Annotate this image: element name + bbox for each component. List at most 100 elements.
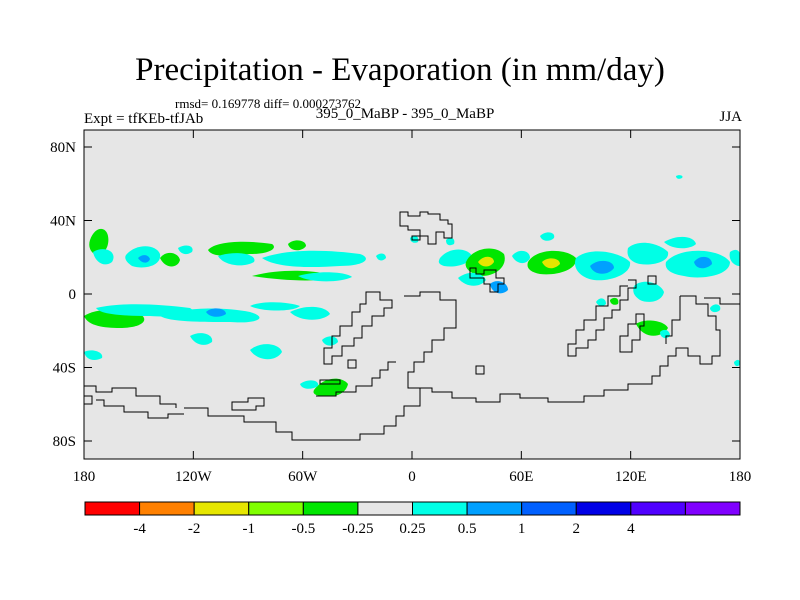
anomaly-blob — [542, 258, 560, 269]
colorbar-label: -1 — [243, 521, 256, 537]
stats-label: rmsd= 0.169778 diff= 0.000273762 — [175, 96, 361, 111]
coastline — [96, 399, 184, 419]
colorbar-label: -0.5 — [291, 521, 315, 537]
colorbar-swatch — [84, 501, 141, 516]
colorbar-swatch — [575, 501, 632, 516]
coastline — [420, 295, 721, 403]
coastline — [319, 379, 341, 385]
y-tick-label: 0 — [69, 287, 77, 303]
anomaly-blob — [446, 237, 455, 246]
y-tick-label: 40N — [50, 214, 76, 230]
anomaly-blob — [300, 380, 319, 389]
anomaly-blob — [322, 336, 338, 346]
anomaly-blob — [633, 281, 664, 302]
colorbar-label: -4 — [133, 521, 146, 537]
colorbar-label: 0.25 — [399, 521, 425, 537]
coastline — [231, 397, 265, 411]
coastline — [665, 296, 681, 344]
colorbar-swatch — [684, 501, 741, 516]
x-tick-label: 60W — [288, 469, 318, 485]
anomaly-blob — [190, 333, 213, 345]
anomaly-blob — [512, 250, 530, 264]
colorbar-swatch — [466, 501, 523, 516]
anomaly-blob — [627, 242, 669, 265]
anomaly-blob — [250, 302, 300, 311]
anomaly-blob — [610, 297, 619, 305]
anomaly-blob — [729, 249, 740, 266]
anomaly-blob — [206, 308, 226, 317]
y-tick-label: 80N — [50, 140, 76, 156]
coastline — [316, 361, 396, 397]
coastline — [619, 313, 645, 353]
colorbar-swatch — [139, 501, 195, 516]
coastline — [399, 211, 453, 245]
x-tick-label: 120E — [615, 469, 647, 485]
y-tick-label: 80S — [53, 434, 76, 450]
season-label: JJA — [719, 109, 742, 125]
anomaly-blob — [84, 350, 103, 360]
center-label: 395_0_MaBP - 395_0_MaBP — [315, 106, 495, 122]
colorbar-labels: -4 -2 -1 -0.5 -0.25 0.25 0.5 1 2 4 — [133, 521, 635, 537]
colorbar-label: 0.5 — [458, 521, 477, 537]
colorbar-label: 4 — [627, 521, 635, 537]
colorbar-swatch — [248, 501, 304, 516]
colorbar-swatch — [302, 501, 359, 516]
anomaly-blob — [250, 344, 282, 360]
anomaly-blob — [676, 175, 683, 179]
coastline — [475, 365, 485, 375]
anomaly-blob — [664, 236, 696, 249]
anomaly-blob — [218, 253, 255, 266]
anomaly-blob — [458, 272, 486, 286]
colorbar-swatch — [412, 501, 468, 516]
colorbar-swatch — [193, 501, 250, 516]
anomaly-blob — [298, 272, 352, 282]
map-background — [84, 130, 740, 459]
coastline — [184, 291, 457, 441]
anomaly-blob — [138, 255, 150, 263]
anomaly-blob — [540, 232, 555, 241]
experiment-label: Expt = tfKEb-tfJAb — [84, 111, 204, 127]
anomaly-blob — [93, 249, 114, 265]
anomaly-blob — [160, 308, 260, 323]
y-tick-label: 40S — [53, 361, 76, 377]
x-tick-label: 120W — [175, 469, 213, 485]
coastline — [347, 359, 357, 369]
coastline — [704, 297, 740, 305]
anomaly-blob — [160, 252, 180, 267]
anomaly-blob — [694, 256, 712, 269]
anomaly-blob — [288, 240, 306, 251]
coastline — [647, 275, 657, 285]
coastline — [567, 279, 637, 357]
x-tick-label: 0 — [408, 469, 416, 485]
anomaly-blob — [710, 304, 721, 313]
anomaly-blob — [262, 250, 366, 268]
coastlines — [84, 211, 740, 441]
anomaly-blob — [376, 253, 386, 261]
anomaly-blob — [478, 256, 494, 267]
x-tick-label: 180 — [73, 469, 96, 485]
anomaly-blob — [734, 359, 740, 367]
anomaly-blob — [89, 228, 109, 256]
colorbar-swatch — [630, 501, 686, 516]
anomaly-blob — [208, 241, 274, 256]
colorbar-label: -2 — [188, 521, 201, 537]
anomaly-blob — [438, 249, 472, 267]
anomaly-blob — [590, 260, 614, 274]
coastline — [84, 385, 177, 408]
colorbar-label: -0.25 — [342, 521, 373, 537]
coastline — [323, 291, 393, 365]
y-axis: 80N 40N 0 40S 80S — [50, 140, 740, 450]
colorbar-label: 1 — [518, 521, 526, 537]
plot-title: Precipitation - Evaporation (in mm/day) — [135, 52, 665, 88]
x-axis: 180 120W 60W 0 60E 120E 180 — [73, 130, 752, 485]
anomaly-fields — [84, 175, 740, 397]
anomaly-blob — [178, 245, 193, 255]
coastline — [411, 235, 421, 241]
colorbar-swatch — [357, 501, 413, 516]
anomaly-blob — [290, 306, 330, 320]
coastline — [469, 267, 505, 293]
colorbar-swatch — [521, 501, 577, 516]
coastline — [84, 395, 93, 405]
x-tick-label: 180 — [729, 469, 752, 485]
